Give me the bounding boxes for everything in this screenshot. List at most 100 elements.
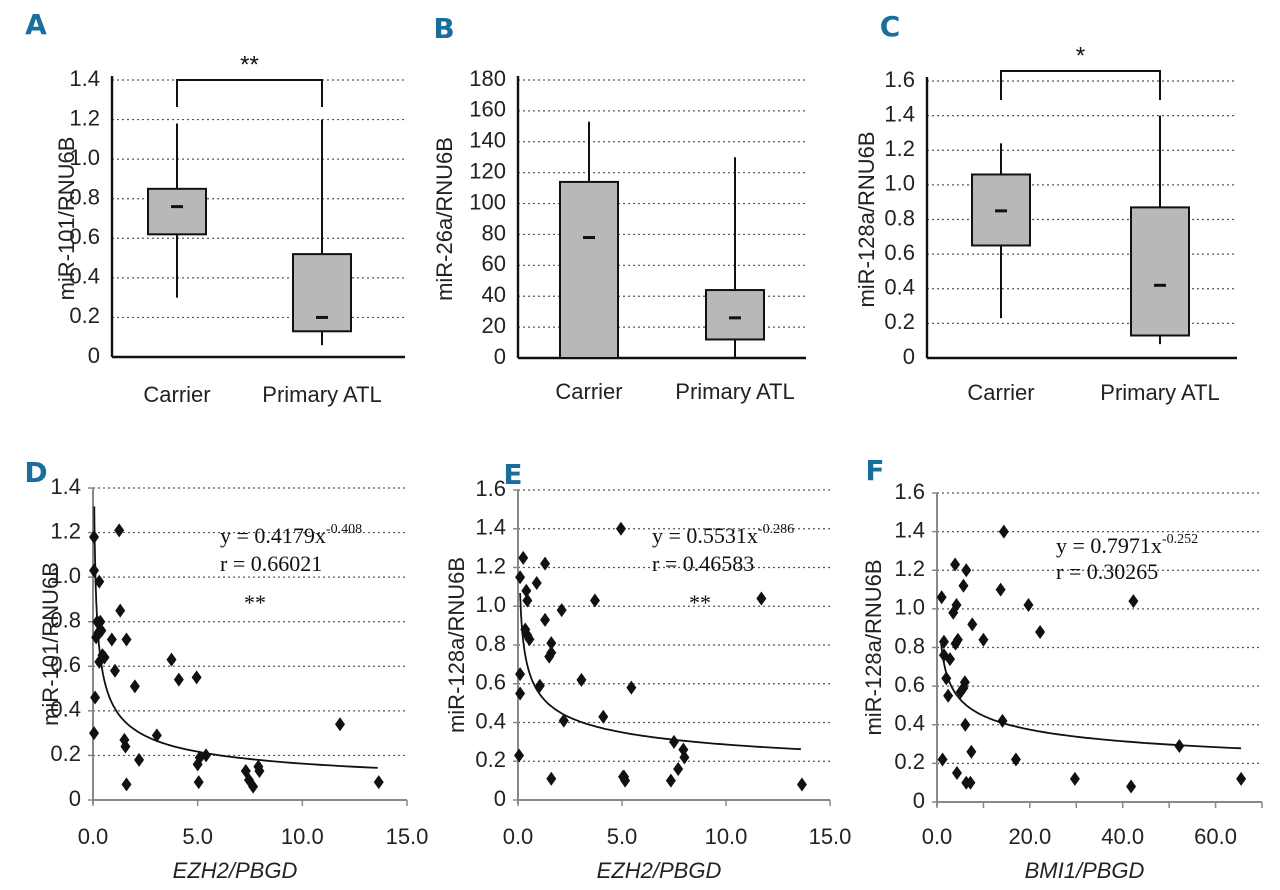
data-point	[335, 717, 346, 732]
fit-equation: y = 0.7971x-0.252	[1056, 532, 1198, 558]
y-axis-label: miR-128a/RNU6B	[444, 557, 469, 733]
data-point	[998, 524, 1009, 539]
data-point	[373, 775, 384, 790]
data-point	[191, 670, 202, 685]
y-tick-label: 1.4	[69, 66, 100, 91]
data-point	[193, 775, 204, 790]
y-tick-label: 0.6	[884, 240, 915, 265]
panel-d: D 0 0.2 0.4 0.6 0.8 1.0 1.2 1.4 miR-101/RNU6B 0.0 5…	[24, 456, 428, 883]
data-point	[120, 739, 131, 754]
x-tick-label: 15.0	[809, 824, 852, 849]
y-tick-label: 1.0	[475, 592, 506, 617]
fit-equation: y = 0.4179x-0.408	[220, 522, 362, 548]
panel-label: B	[433, 12, 454, 45]
data-point	[679, 750, 690, 765]
data-point	[950, 557, 961, 572]
data-point	[951, 766, 962, 781]
correlation-label: r = 0.66021	[220, 551, 322, 576]
data-point	[626, 680, 637, 695]
y-tick-label: 1.2	[475, 553, 506, 578]
data-point	[669, 734, 679, 749]
y-tick-label: 1.2	[884, 136, 915, 161]
data-point	[589, 593, 600, 608]
data-point	[115, 603, 126, 618]
y-tick-label: 0.2	[884, 309, 915, 334]
y-tick-label: 1.2	[894, 556, 925, 581]
y-tick-label: 0.2	[894, 749, 925, 774]
y-tick-label: 60	[482, 251, 506, 276]
box-1	[1130, 115, 1190, 345]
y-axis-label: miR-128a/RNU6B	[854, 131, 879, 307]
data-point	[531, 576, 542, 590]
equation-base: y = 0.5531x	[652, 523, 758, 548]
data-point	[936, 590, 947, 605]
y-tick-label: 0	[913, 788, 925, 813]
data-point	[540, 556, 551, 571]
data-point	[546, 645, 557, 660]
significance-marker: **	[244, 590, 266, 615]
data-point	[943, 688, 954, 703]
y-tick-label: 0.8	[69, 185, 100, 210]
y-tick-label: 1.0	[884, 171, 915, 196]
data-point	[121, 632, 132, 647]
y-tick-label: 1.0	[50, 563, 81, 588]
category-label: Carrier	[555, 379, 622, 404]
panel-c: C 0 0.2 0.4 0.6 0.8 1.0 1.2 1.4 1.6 miR-128a/RNU6B…	[854, 10, 1237, 405]
x-tick-label: 5.0	[607, 824, 638, 849]
y-tick-label: 180	[469, 66, 506, 91]
box-iqr	[292, 253, 352, 333]
y-tick-label: 120	[469, 158, 506, 183]
x-axis-label: EZH2/PBGD	[173, 858, 298, 883]
equation-base: y = 0.4179x	[220, 523, 326, 548]
panel-label: E	[503, 458, 522, 491]
data-point	[796, 777, 807, 792]
data-point	[546, 771, 557, 786]
data-point	[958, 578, 969, 593]
data-point	[978, 632, 989, 647]
x-axis-label: BMI1/PBGD	[1025, 858, 1145, 883]
panel-label: C	[880, 10, 901, 43]
data-point	[540, 612, 551, 627]
data-point	[524, 632, 535, 647]
data-point	[941, 671, 952, 686]
y-tick-label: 0.6	[69, 224, 100, 249]
x-tick-label: 0.0	[503, 824, 534, 849]
data-point	[959, 675, 970, 690]
y-tick-label: 0.4	[884, 275, 915, 300]
data-point	[576, 672, 587, 687]
data-point	[598, 709, 609, 724]
category-label: Carrier	[967, 380, 1034, 405]
y-tick-label: 0.6	[894, 672, 925, 697]
x-axis-label: EZH2/PBGD	[597, 858, 722, 883]
y-tick-label: 1.4	[884, 101, 915, 126]
data-point	[90, 690, 101, 705]
x-tick-label: 10.0	[281, 824, 324, 849]
data-point	[952, 632, 963, 647]
data-point	[522, 593, 533, 608]
box-iqr	[559, 180, 619, 359]
data-point	[615, 521, 626, 536]
data-point	[558, 713, 569, 728]
data-point	[89, 563, 100, 578]
x-tick-label: 0.0	[922, 824, 953, 849]
box-iqr	[147, 187, 207, 236]
data-point	[556, 603, 567, 618]
box-0	[971, 143, 1031, 319]
y-tick-label: 0.8	[894, 633, 925, 658]
data-point	[1035, 625, 1046, 640]
panel-e: E 0 0.2 0.4 0.6 0.8 1.0 1.2 1.4 1.6 miR-128a/RNU6B…	[444, 458, 852, 883]
y-tick-label: 0.2	[475, 747, 506, 772]
y-tick-label: 40	[482, 282, 506, 307]
fit-equation: y = 0.5531x-0.286	[652, 522, 794, 548]
data-point	[129, 679, 140, 694]
category-label: Carrier	[143, 382, 210, 407]
data-point	[965, 775, 976, 790]
y-tick-label: 1.6	[475, 476, 506, 501]
data-point	[967, 617, 978, 632]
data-point	[1126, 779, 1137, 794]
data-point	[995, 582, 1006, 597]
data-point	[960, 717, 971, 732]
panel-label: A	[25, 8, 47, 41]
y-tick-label: 0.2	[50, 741, 81, 766]
panel-b: B 0 20 40 60 80 100 120 140 160 180 miR-26a/RNU6B Ca…	[432, 12, 806, 404]
